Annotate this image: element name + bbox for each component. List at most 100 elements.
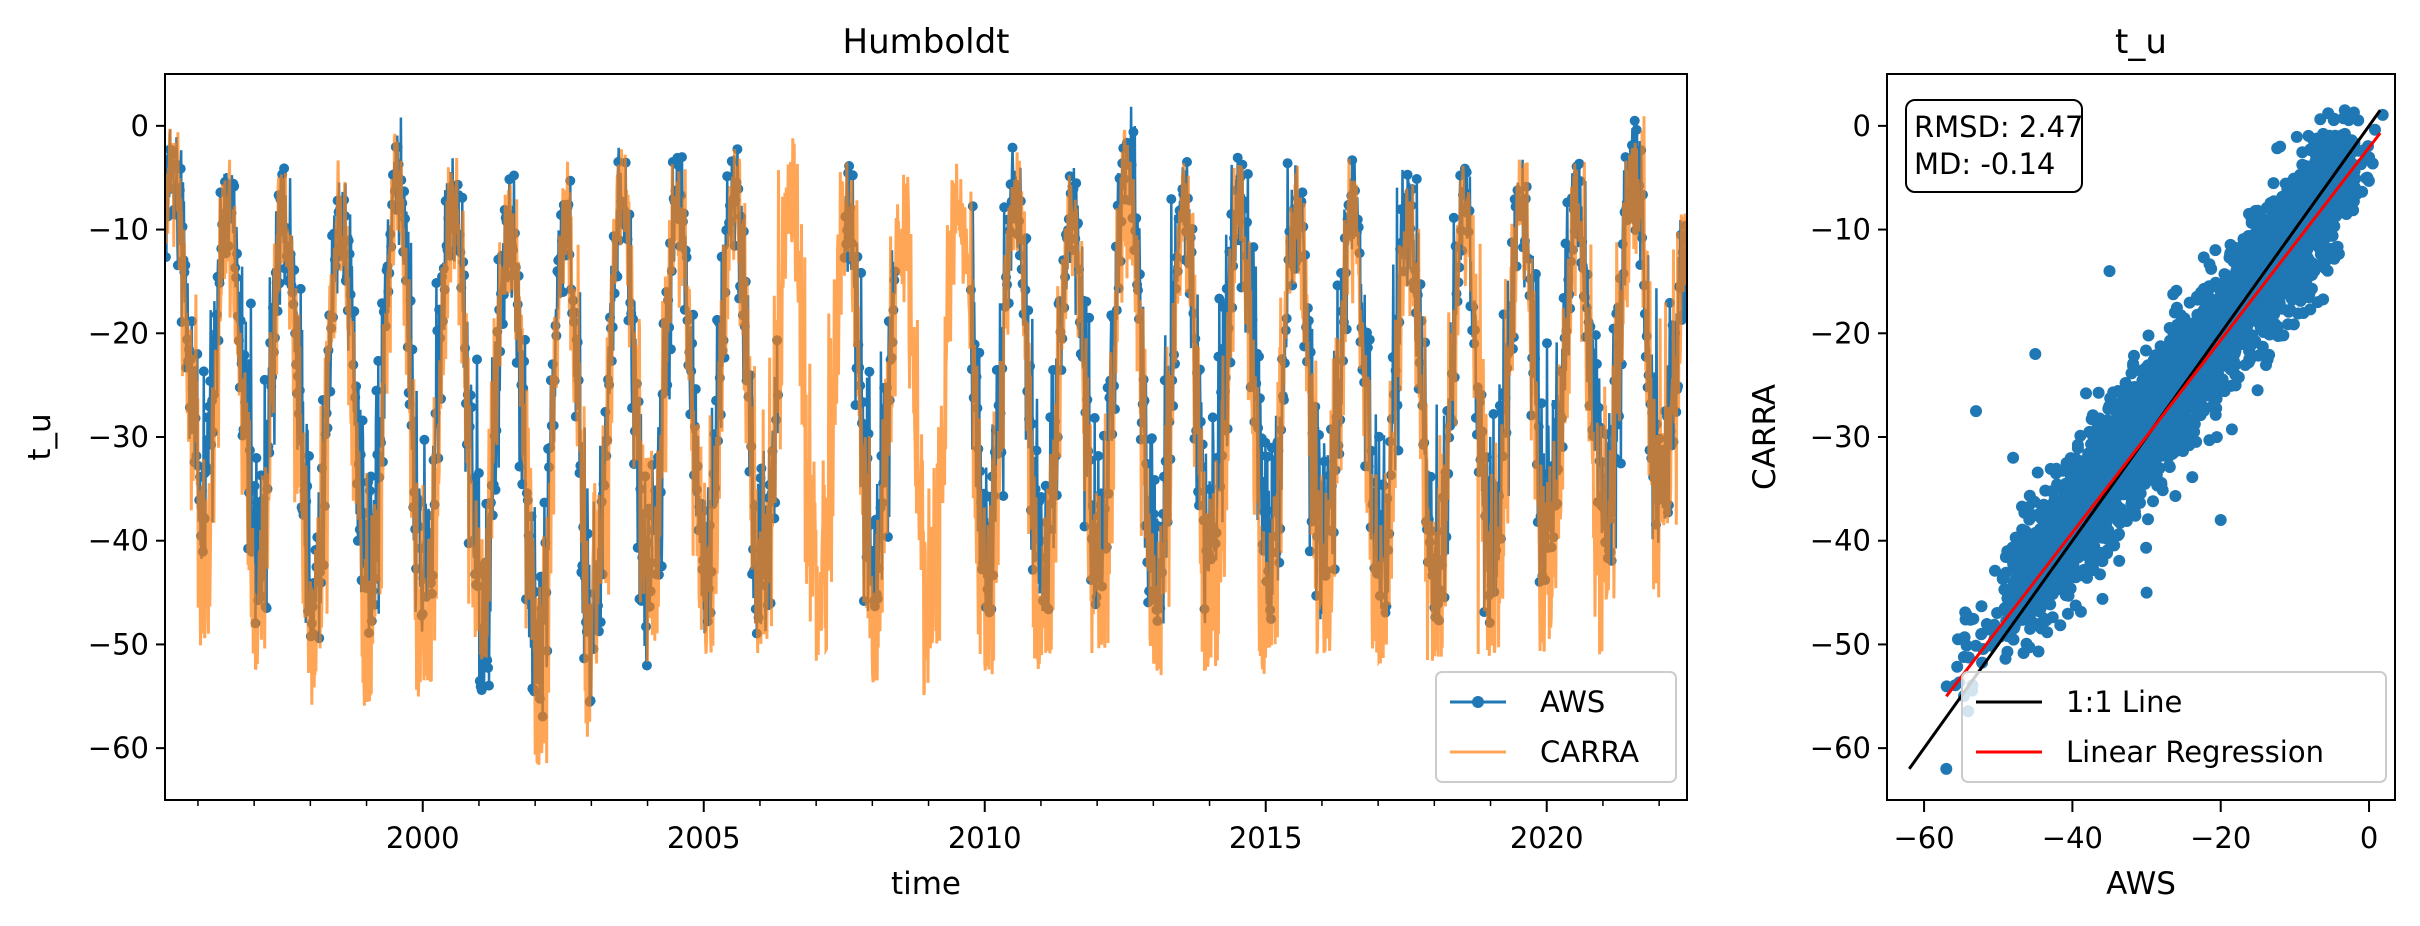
scatter-point (2158, 434, 2171, 447)
aws-point (722, 171, 733, 182)
scatter-point (2223, 251, 2236, 264)
scatter-point (2251, 384, 2264, 397)
aws-point (1259, 507, 1270, 517)
scatter-point (2280, 205, 2293, 218)
scatter-point (2238, 321, 2251, 334)
scatter-point (2305, 168, 2318, 181)
aws-point (1218, 301, 1228, 312)
scatter-point (2303, 287, 2316, 300)
scatter-point (2061, 579, 2074, 592)
scatter-point (2176, 430, 2189, 443)
aws-point (1007, 142, 1018, 153)
aws-point (1378, 480, 1389, 491)
scatter-point (2331, 240, 2344, 253)
aws-point (349, 306, 360, 317)
scatter-point (2257, 326, 2270, 338)
scatter-point (2074, 605, 2087, 618)
aws-point (864, 366, 875, 377)
scatter-point (2066, 485, 2079, 498)
scatter-point (2094, 546, 2107, 559)
scatter-point (2210, 360, 2222, 373)
scatter-point (2041, 626, 2054, 639)
aws-point (1593, 402, 1604, 413)
aws-point (999, 202, 1010, 213)
aws-point (1242, 169, 1253, 179)
time-series-x-label: time (891, 866, 961, 902)
scatter-point (2137, 409, 2150, 422)
scatter-point (2224, 238, 2237, 251)
scatter-point (2110, 499, 2123, 512)
scatter-point (2163, 322, 2176, 334)
scatter-point (2030, 602, 2043, 614)
scatter-point (2157, 377, 2170, 390)
scatter-point (2125, 468, 2138, 481)
scatter-point (2247, 307, 2260, 320)
scatter-point (2198, 404, 2210, 417)
scatter-point (2140, 541, 2153, 554)
scatter-point (2137, 377, 2150, 390)
aws-point (365, 471, 376, 482)
scatter-point (2267, 177, 2280, 190)
scatter-point (2015, 574, 2028, 587)
y-tick-label: −50 (1810, 627, 1871, 661)
scatter-point (2301, 243, 2314, 256)
aws-point (974, 347, 985, 358)
aws-point (245, 298, 256, 309)
scatter-point (2219, 268, 2232, 281)
scatter-point (2093, 519, 2106, 531)
time-series-panel: Humboldt 0−10−20−30−40−50−60 2000 2005 201… (22, 22, 1688, 902)
aws-point (476, 685, 487, 696)
x-tick-label: −20 (2190, 821, 2251, 855)
scatter-point (2078, 456, 2091, 469)
scatter-point (2112, 427, 2124, 440)
scatter-point (2070, 570, 2083, 583)
aws-point (1631, 124, 1642, 135)
aws-point (998, 491, 1009, 501)
aws-point (457, 192, 468, 203)
aws-point (1205, 484, 1216, 495)
y-tick-label: −40 (88, 524, 149, 558)
scatter-point (2214, 514, 2227, 526)
scatter-point (2269, 297, 2282, 310)
scatter-point (2062, 589, 2075, 602)
scatter-point (2035, 528, 2048, 541)
scatter-point (2309, 155, 2322, 168)
scatter-point (2352, 114, 2365, 127)
aws-point (1332, 280, 1343, 291)
time-series-legend: AWS CARRA (1435, 671, 1677, 783)
aws-point (1213, 351, 1224, 362)
scatter-point (1982, 623, 1995, 636)
scatter-point (2155, 478, 2168, 491)
scatter-point (2151, 388, 2163, 401)
aws-point (870, 514, 881, 525)
scatter-point (1989, 564, 2001, 577)
scatter-point (2080, 387, 2092, 400)
scatter-point (2054, 502, 2066, 515)
y-tick-label: −10 (88, 213, 149, 247)
scatter-point (2317, 293, 2330, 306)
scatter-point (2038, 612, 2051, 625)
scatter-point (2128, 505, 2141, 518)
aws-point (1374, 431, 1384, 442)
scatter-point (2197, 329, 2210, 342)
legend-aws-marker (1472, 696, 1484, 708)
x-tick-label: 2005 (667, 821, 741, 855)
scatter-point (2001, 645, 2014, 658)
scatter-point (2186, 471, 2199, 484)
aws-point (249, 481, 260, 491)
scatter-point (2022, 501, 2035, 514)
aws-point (304, 451, 314, 461)
y-tick-label: −20 (88, 316, 149, 350)
scatter-point (2163, 459, 2176, 472)
scatter-point (1975, 600, 1988, 613)
scatter-point (2157, 349, 2170, 362)
scatter-point (2253, 208, 2266, 220)
scatter-point (2049, 575, 2062, 588)
aws-point (1232, 152, 1243, 163)
scatter-point (2023, 641, 2036, 654)
scatter-point (2263, 315, 2276, 328)
scatter-point (2268, 229, 2280, 242)
aws-point (514, 461, 525, 472)
aws-point (229, 181, 240, 192)
scatter-point (2096, 592, 2109, 605)
